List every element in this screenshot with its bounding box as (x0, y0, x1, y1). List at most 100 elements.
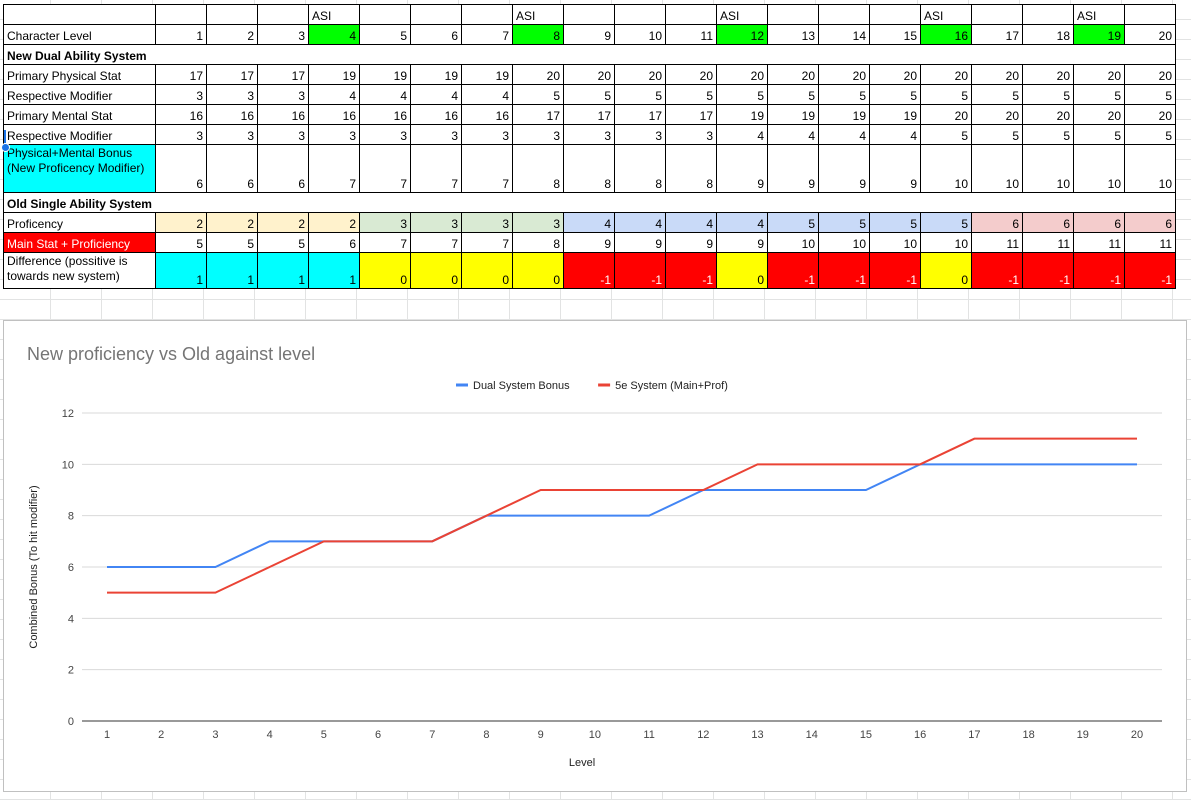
proficiency-cell[interactable]: 4 (716, 212, 768, 233)
primary-physical-cell[interactable]: 19 (461, 64, 513, 85)
asi-header-cell[interactable] (614, 4, 666, 25)
physical-modifier-cell[interactable]: 5 (1124, 84, 1176, 105)
primary-mental-cell[interactable]: 17 (512, 104, 564, 125)
physical-modifier-cell[interactable]: 4 (359, 84, 411, 105)
cell[interactable] (155, 44, 207, 65)
primary-physical-cell[interactable]: 19 (410, 64, 462, 85)
primary-physical-cell[interactable]: 20 (818, 64, 870, 85)
difference-cell[interactable]: 0 (512, 252, 564, 289)
proficiency-cell[interactable]: 3 (410, 212, 462, 233)
mental-modifier-cell[interactable]: 4 (869, 124, 921, 145)
level-cell[interactable]: 7 (461, 24, 513, 45)
cell[interactable] (869, 192, 921, 213)
mental-modifier-cell[interactable]: 3 (461, 124, 513, 145)
mental-modifier-cell[interactable]: 3 (512, 124, 564, 145)
level-cell[interactable]: 3 (257, 24, 309, 45)
difference-cell[interactable]: 0 (920, 252, 972, 289)
new-bonus-cell[interactable]: 6 (155, 144, 207, 193)
row-label[interactable]: Difference (possitive is towards new sys… (3, 252, 156, 289)
new-bonus-cell[interactable]: 10 (920, 144, 972, 193)
cell[interactable] (1022, 192, 1074, 213)
primary-mental-cell[interactable]: 16 (206, 104, 258, 125)
physical-modifier-cell[interactable]: 4 (308, 84, 360, 105)
primary-mental-cell[interactable]: 17 (563, 104, 615, 125)
main-plus-prof-cell[interactable]: 9 (665, 232, 717, 253)
proficiency-cell[interactable]: 4 (563, 212, 615, 233)
level-cell[interactable]: 19 (1073, 24, 1125, 45)
level-cell[interactable]: 13 (767, 24, 819, 45)
row-label[interactable]: Respective Modifier (3, 124, 156, 145)
physical-modifier-cell[interactable]: 5 (920, 84, 972, 105)
primary-mental-cell[interactable]: 16 (308, 104, 360, 125)
new-bonus-cell[interactable]: 8 (614, 144, 666, 193)
level-cell[interactable]: 15 (869, 24, 921, 45)
asi-header-cell[interactable]: ASI (920, 4, 972, 25)
asi-header-cell[interactable] (1124, 4, 1176, 25)
primary-physical-cell[interactable]: 20 (512, 64, 564, 85)
new-system-section-heading[interactable]: New Dual Ability System (3, 44, 156, 65)
primary-mental-cell[interactable]: 20 (1022, 104, 1074, 125)
primary-mental-cell[interactable]: 20 (1073, 104, 1125, 125)
cell[interactable] (359, 192, 411, 213)
level-cell[interactable]: 16 (920, 24, 972, 45)
primary-physical-cell[interactable]: 20 (716, 64, 768, 85)
proficiency-cell[interactable]: 2 (308, 212, 360, 233)
new-bonus-cell[interactable]: 10 (971, 144, 1023, 193)
cell[interactable] (818, 192, 870, 213)
main-plus-prof-cell[interactable]: 8 (512, 232, 564, 253)
new-bonus-cell[interactable]: 9 (767, 144, 819, 193)
cell[interactable] (767, 192, 819, 213)
proficiency-cell[interactable]: 3 (359, 212, 411, 233)
cell[interactable] (1124, 192, 1176, 213)
cell[interactable] (716, 192, 768, 213)
physical-modifier-cell[interactable]: 3 (206, 84, 258, 105)
primary-mental-cell[interactable]: 17 (665, 104, 717, 125)
cell[interactable] (920, 44, 972, 65)
physical-modifier-cell[interactable]: 5 (665, 84, 717, 105)
difference-cell[interactable]: -1 (665, 252, 717, 289)
level-cell[interactable]: 8 (512, 24, 564, 45)
proficiency-cell[interactable]: 4 (614, 212, 666, 233)
asi-header-cell[interactable]: ASI (512, 4, 564, 25)
cell[interactable] (1073, 44, 1125, 65)
mental-modifier-cell[interactable]: 3 (563, 124, 615, 145)
main-plus-prof-cell[interactable]: 9 (716, 232, 768, 253)
main-plus-prof-cell[interactable]: 9 (614, 232, 666, 253)
mental-modifier-cell[interactable]: 3 (206, 124, 258, 145)
mental-modifier-cell[interactable]: 5 (971, 124, 1023, 145)
new-bonus-cell[interactable]: 7 (308, 144, 360, 193)
level-cell[interactable]: 18 (1022, 24, 1074, 45)
primary-mental-cell[interactable]: 19 (818, 104, 870, 125)
cell[interactable] (869, 44, 921, 65)
cell[interactable] (257, 44, 309, 65)
asi-header-cell[interactable] (257, 4, 309, 25)
cell[interactable] (767, 44, 819, 65)
physical-modifier-cell[interactable]: 5 (1022, 84, 1074, 105)
row-label[interactable]: Main Stat + Proficiency (3, 232, 156, 253)
asi-header-cell[interactable] (359, 4, 411, 25)
mental-modifier-cell[interactable]: 3 (308, 124, 360, 145)
proficiency-cell[interactable]: 3 (512, 212, 564, 233)
main-plus-prof-cell[interactable]: 10 (767, 232, 819, 253)
cell[interactable] (257, 192, 309, 213)
difference-cell[interactable]: 0 (461, 252, 513, 289)
main-plus-prof-cell[interactable]: 6 (308, 232, 360, 253)
main-plus-prof-cell[interactable]: 5 (155, 232, 207, 253)
difference-cell[interactable]: 1 (257, 252, 309, 289)
proficiency-cell[interactable]: 5 (767, 212, 819, 233)
asi-header-cell[interactable] (869, 4, 921, 25)
primary-physical-cell[interactable]: 20 (767, 64, 819, 85)
row-label[interactable]: Respective Modifier (3, 84, 156, 105)
difference-cell[interactable]: -1 (818, 252, 870, 289)
difference-cell[interactable]: -1 (1022, 252, 1074, 289)
physical-modifier-cell[interactable]: 5 (767, 84, 819, 105)
primary-physical-cell[interactable]: 20 (614, 64, 666, 85)
primary-mental-cell[interactable]: 16 (461, 104, 513, 125)
mental-modifier-cell[interactable]: 4 (767, 124, 819, 145)
asi-header-cell[interactable] (155, 4, 207, 25)
primary-physical-cell[interactable]: 17 (155, 64, 207, 85)
mental-modifier-cell[interactable]: 3 (410, 124, 462, 145)
cell[interactable] (512, 44, 564, 65)
row-label[interactable]: Primary Mental Stat (3, 104, 156, 125)
primary-mental-cell[interactable]: 16 (257, 104, 309, 125)
